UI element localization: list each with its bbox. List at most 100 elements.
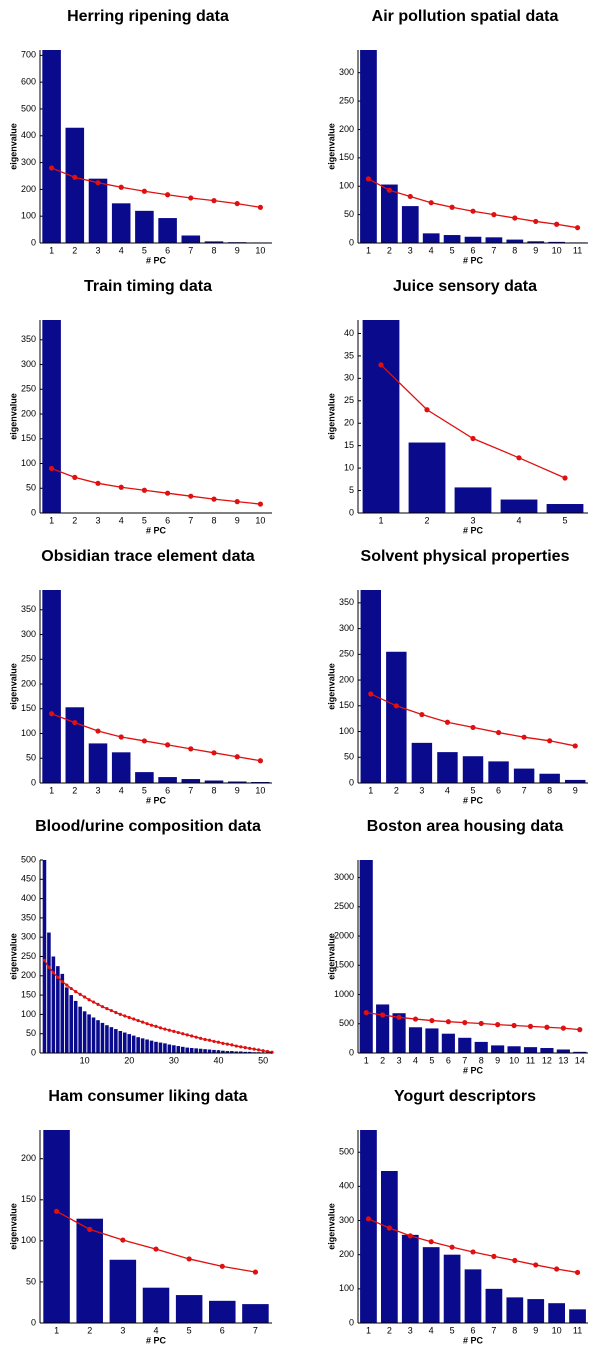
bar — [66, 128, 85, 243]
bar — [190, 1048, 194, 1053]
x-tick-label: 4 — [119, 785, 124, 795]
x-tick-label: 13 — [558, 1055, 568, 1065]
x-tick-label: 6 — [220, 1325, 225, 1335]
point — [429, 1239, 434, 1244]
x-tick-label: 8 — [479, 1055, 484, 1065]
y-axis-label: eigenvalue — [326, 663, 336, 710]
x-tick-label: 9 — [495, 1055, 500, 1065]
y-tick-label: 150 — [21, 703, 36, 713]
bar — [114, 1029, 118, 1053]
y-tick-label: 350 — [339, 597, 354, 607]
bar — [381, 1171, 398, 1323]
y-axis-label: eigenvalue — [8, 123, 18, 170]
bar — [199, 1049, 203, 1053]
bar — [150, 1041, 154, 1053]
bar — [491, 1045, 504, 1053]
y-tick-label: 50 — [26, 753, 36, 763]
x-tick-label: 7 — [491, 1325, 496, 1335]
point — [83, 995, 86, 998]
y-tick-label: 50 — [26, 1028, 36, 1038]
point — [368, 691, 373, 696]
bar — [43, 860, 47, 1053]
point — [211, 497, 216, 502]
x-tick-label: 7 — [188, 785, 193, 795]
line — [368, 1219, 577, 1273]
point — [554, 1266, 559, 1271]
y-axis-label: eigenvalue — [326, 123, 336, 170]
x-tick-label: 2 — [424, 515, 429, 525]
x-tick-label: 4 — [153, 1325, 158, 1335]
point — [544, 1025, 549, 1030]
bar — [444, 235, 461, 243]
x-tick-label: 2 — [72, 245, 77, 255]
point — [208, 1039, 211, 1042]
y-tick-label: 150 — [339, 152, 354, 162]
chart-title: Yogurt descriptors — [394, 1088, 536, 1105]
bar — [42, 590, 61, 783]
point — [114, 1011, 117, 1014]
bar — [409, 443, 446, 513]
point — [211, 750, 216, 755]
point — [413, 1016, 418, 1021]
x-tick-label: 2 — [394, 785, 399, 795]
point — [239, 1045, 242, 1048]
x-tick-label: 10 — [255, 785, 265, 795]
y-tick-label: 0 — [31, 507, 36, 517]
chart-title: Air pollution spatial data — [372, 8, 559, 25]
point — [212, 1040, 215, 1043]
x-tick-label: 7 — [462, 1055, 467, 1065]
point — [445, 720, 450, 725]
x-tick-label: 4 — [445, 785, 450, 795]
x-tick-label: 4 — [429, 245, 434, 255]
y-tick-label: 500 — [339, 1018, 354, 1028]
x-tick-label: 4 — [119, 515, 124, 525]
bar — [112, 752, 131, 783]
y-tick-label: 0 — [349, 777, 354, 787]
y-tick-label: 250 — [339, 95, 354, 105]
x-tick-label: 4 — [429, 1325, 434, 1335]
x-tick-label: 3 — [95, 785, 100, 795]
point — [141, 1021, 144, 1024]
y-tick-label: 50 — [26, 1276, 36, 1286]
x-axis-label: # PC — [146, 795, 167, 805]
y-tick-label: 0 — [31, 777, 36, 787]
line — [368, 179, 577, 228]
x-tick-label: 5 — [142, 515, 147, 525]
x-tick-label: 5 — [142, 785, 147, 795]
y-tick-label: 50 — [26, 483, 36, 493]
point — [56, 976, 59, 979]
bar — [119, 1031, 123, 1053]
point — [79, 993, 82, 996]
y-tick-label: 100 — [21, 1235, 36, 1245]
point — [181, 1032, 184, 1035]
x-tick-label: 7 — [188, 515, 193, 525]
bar — [463, 756, 483, 783]
bar — [514, 769, 534, 783]
point — [387, 1225, 392, 1230]
x-tick-label: 3 — [408, 1325, 413, 1335]
bar — [506, 240, 523, 243]
y-tick-label: 0 — [349, 507, 354, 517]
point — [522, 735, 527, 740]
point — [408, 194, 413, 199]
y-tick-label: 100 — [21, 728, 36, 738]
y-tick-label: 300 — [339, 67, 354, 77]
y-tick-label: 50 — [344, 209, 354, 219]
x-tick-label: 9 — [533, 1325, 538, 1335]
bar — [381, 185, 398, 243]
y-tick-label: 300 — [21, 359, 36, 369]
point — [258, 501, 263, 506]
x-tick-label: 40 — [213, 1055, 223, 1065]
y-tick-label: 15 — [344, 440, 354, 450]
bar — [110, 1260, 137, 1323]
x-tick-label: 7 — [491, 245, 496, 255]
point — [92, 1000, 95, 1003]
y-tick-label: 30 — [344, 373, 354, 383]
point — [547, 738, 552, 743]
point — [528, 1024, 533, 1029]
point — [61, 980, 64, 983]
bar — [508, 1046, 521, 1053]
point — [95, 728, 100, 733]
point — [387, 188, 392, 193]
